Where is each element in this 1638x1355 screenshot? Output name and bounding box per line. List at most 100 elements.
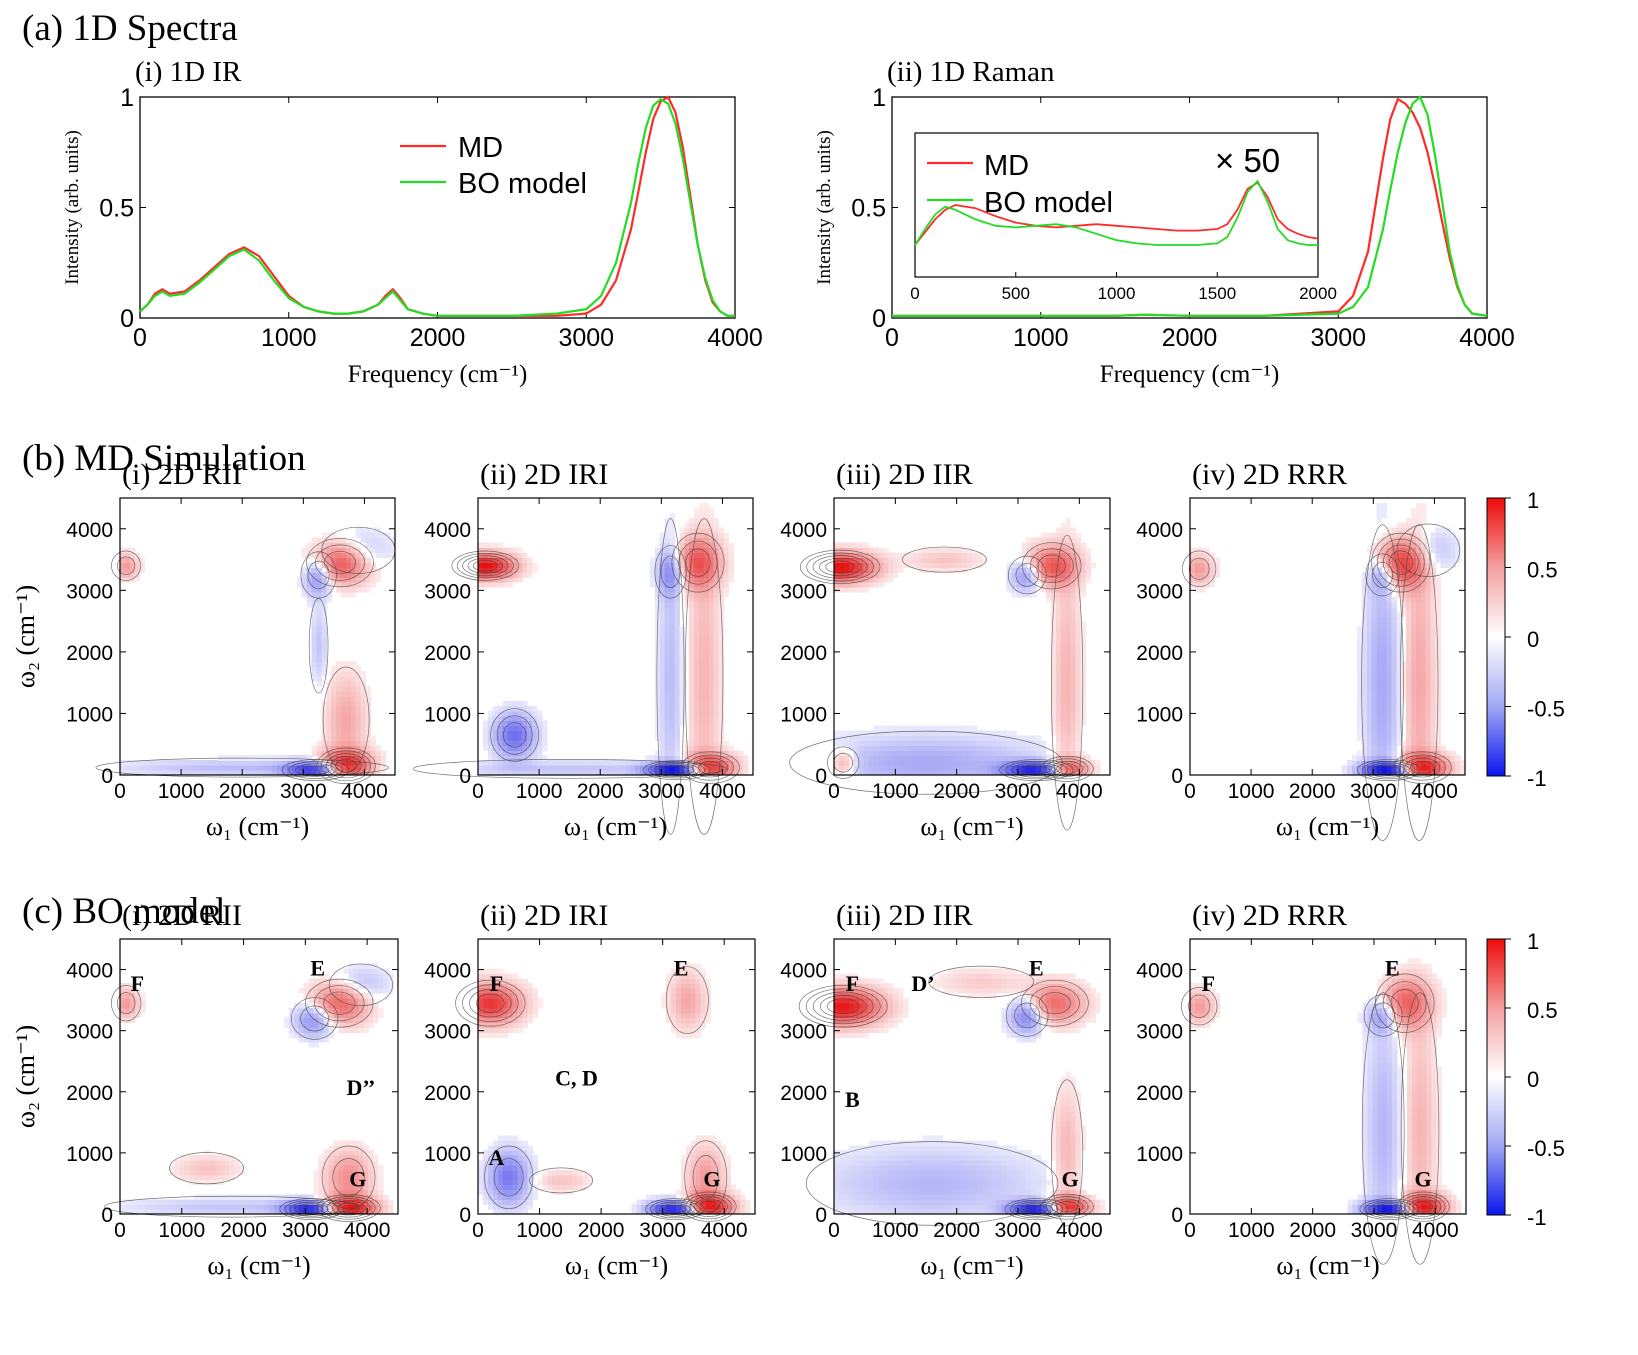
heatmap-cell	[552, 1179, 558, 1186]
heatmap-cell	[1050, 596, 1057, 603]
heatmap-cell	[1430, 532, 1437, 539]
heatmap-cell	[497, 770, 504, 776]
heatmap-cell	[214, 1174, 220, 1181]
heatmap-cell	[536, 750, 543, 756]
heatmap-cell	[502, 1135, 509, 1141]
heatmap-cell	[194, 1174, 201, 1181]
heatmap-cell	[350, 725, 357, 732]
heatmap-cell	[1060, 705, 1067, 712]
heatmap-cell	[703, 685, 710, 692]
heatmap-cell	[178, 760, 185, 766]
heatmap-cell	[120, 1002, 126, 1009]
heatmap-cell	[326, 552, 332, 558]
heatmap-cell	[1415, 671, 1422, 677]
heatmap-cell	[522, 1174, 529, 1181]
heatmap-cell	[1060, 765, 1067, 771]
heatmap-cell	[1445, 755, 1451, 761]
heatmap-cell	[497, 1179, 504, 1186]
heatmap-cell	[350, 695, 357, 702]
heatmap-cell	[1050, 715, 1057, 722]
heatmap-cell	[1440, 547, 1446, 554]
heatmap-cell	[713, 577, 720, 583]
heatmap-cell	[698, 666, 705, 672]
heatmap-cell	[218, 760, 224, 766]
heatmap-cell	[368, 1002, 374, 1009]
heatmap-cell	[316, 552, 322, 558]
heatmap-cell	[1065, 705, 1072, 712]
heatmap-cell	[378, 1007, 384, 1014]
heatmap-cell	[1055, 552, 1062, 558]
heatmap-cell	[328, 1159, 335, 1166]
heatmap-cell	[703, 666, 710, 672]
heatmap-cell	[853, 745, 860, 751]
heatmap-cell	[1065, 700, 1072, 707]
heatmap-cell	[124, 1007, 131, 1014]
heatmap-cell	[1070, 582, 1077, 588]
heatmap-cell	[853, 770, 860, 776]
heatmap-cell	[1361, 611, 1368, 618]
heatmap-cell	[976, 765, 983, 771]
heatmap-cell	[1386, 631, 1392, 638]
heatmap-cell	[1356, 651, 1363, 657]
heatmap-cell	[1376, 740, 1383, 746]
heatmap-cell	[679, 641, 685, 647]
heatmap-cell	[336, 710, 342, 717]
heatmap-cell	[708, 517, 715, 524]
heatmap-cell	[1045, 582, 1052, 588]
heatmap-cell	[1366, 740, 1373, 746]
heatmap-cell	[298, 1209, 305, 1215]
heatmap-cell	[718, 685, 725, 692]
heatmap-cell	[1366, 666, 1373, 672]
heatmap-cell	[331, 715, 337, 722]
heatmap-cell	[703, 671, 710, 677]
heatmap-cell	[1080, 557, 1086, 563]
heatmap-cell	[1021, 760, 1027, 766]
heatmap-cell	[522, 710, 528, 717]
heatmap-cell	[967, 770, 973, 776]
heatmap-cell	[659, 626, 666, 633]
x-tick-label: 4000	[1459, 324, 1515, 352]
heatmap-cell	[375, 765, 381, 771]
heatmap-cell	[1401, 666, 1407, 672]
heatmap-cell	[336, 572, 342, 578]
heatmap-cell	[239, 1204, 245, 1210]
heatmap-cell	[863, 730, 870, 737]
contour-line	[1022, 765, 1050, 775]
heatmap-cell	[1391, 656, 1397, 662]
heatmap-cell	[321, 735, 327, 741]
heatmap-cell	[610, 760, 617, 766]
heatmap-cell	[1381, 532, 1388, 539]
heatmap-cell	[848, 760, 855, 766]
heatmap-cell	[532, 1164, 538, 1171]
heatmap-cells	[834, 517, 1101, 776]
heatmap-cell	[343, 1027, 349, 1033]
heatmap-cell	[1425, 582, 1432, 588]
heatmap-cell	[1011, 577, 1017, 583]
heatmap-cell	[333, 1140, 340, 1146]
heatmap-cell	[244, 1209, 250, 1215]
heatmap-cell	[313, 978, 320, 984]
heatmap-cell	[313, 1179, 320, 1186]
heatmap-cell	[482, 1189, 489, 1195]
heatmap-cell	[684, 572, 690, 578]
heatmap-cell	[263, 1199, 270, 1205]
heatmap-cell	[669, 695, 676, 702]
heatmap-cell	[888, 730, 894, 737]
heatmap-cell	[358, 1140, 364, 1146]
x-axis-label: ω₁ (cm⁻¹)	[1276, 812, 1379, 841]
x-tick-label: 2000	[410, 324, 466, 352]
heatmap-cell	[703, 532, 710, 539]
heatmap-cell	[834, 735, 840, 741]
heatmap-cell	[659, 631, 666, 638]
heatmap-cell	[698, 601, 705, 608]
heatmap-cell	[1055, 770, 1062, 776]
heatmap-cell	[1055, 671, 1062, 677]
heatmap-cell	[1194, 587, 1201, 593]
heatmap-cell	[728, 755, 734, 761]
contour-line	[812, 555, 868, 579]
heatmap-cell	[1065, 681, 1072, 687]
heatmap-cell	[492, 740, 499, 746]
heatmap-cell	[385, 552, 391, 558]
heatmap-cell	[517, 1159, 524, 1166]
heatmap-cell	[239, 1194, 245, 1200]
